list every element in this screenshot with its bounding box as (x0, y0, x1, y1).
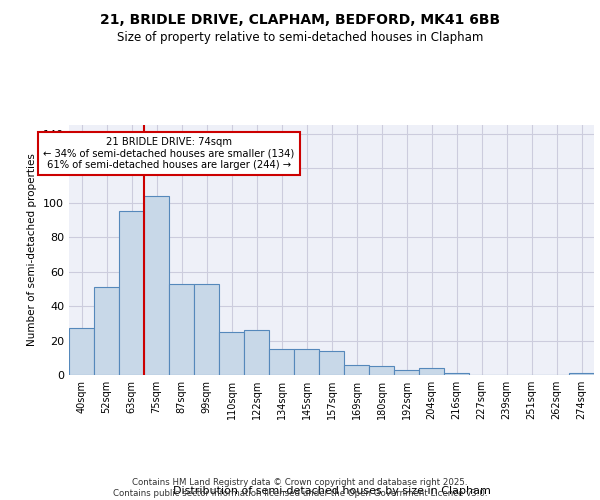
Bar (144, 196, 169, 375)
Bar (344, 364, 369, 375)
Y-axis label: Number of semi-detached properties: Number of semi-detached properties (28, 154, 37, 346)
Bar (294, 349, 319, 375)
Text: Size of property relative to semi-detached houses in Clapham: Size of property relative to semi-detach… (117, 31, 483, 44)
Bar (194, 284, 219, 375)
Bar (94, 287, 119, 375)
X-axis label: Distribution of semi-detached houses by size in Clapham: Distribution of semi-detached houses by … (173, 486, 490, 496)
Bar (569, 374, 594, 375)
Bar (444, 374, 469, 375)
Bar (419, 368, 444, 375)
Bar (244, 330, 269, 375)
Bar (69, 328, 94, 375)
Bar (369, 366, 394, 375)
Text: 21 BRIDLE DRIVE: 74sqm
← 34% of semi-detached houses are smaller (134)
61% of se: 21 BRIDLE DRIVE: 74sqm ← 34% of semi-det… (43, 137, 295, 170)
Bar (319, 351, 344, 375)
Bar (219, 332, 244, 375)
Bar (119, 211, 144, 375)
Text: Contains HM Land Registry data © Crown copyright and database right 2025.
Contai: Contains HM Land Registry data © Crown c… (113, 478, 487, 498)
Bar (394, 370, 419, 375)
Bar (269, 349, 294, 375)
Bar (169, 284, 194, 375)
Text: 21, BRIDLE DRIVE, CLAPHAM, BEDFORD, MK41 6BB: 21, BRIDLE DRIVE, CLAPHAM, BEDFORD, MK41… (100, 12, 500, 26)
